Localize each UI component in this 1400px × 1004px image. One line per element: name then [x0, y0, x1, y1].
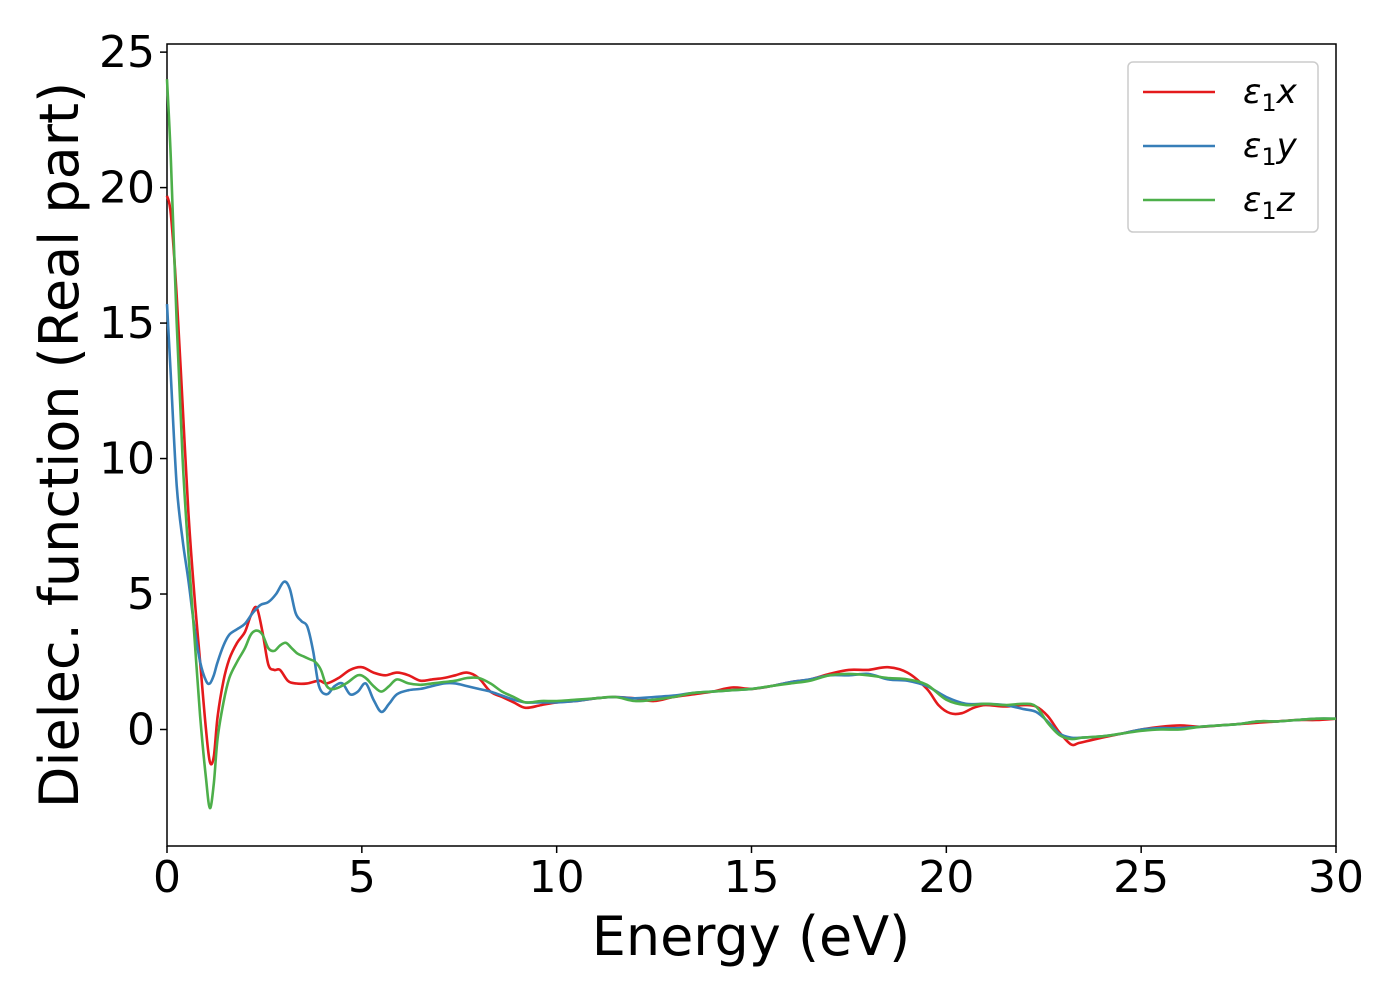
series-layer: [165, 79, 1337, 810]
x-tick-label: 10: [529, 852, 585, 903]
x-axis: 0 5 10 15 20 25 30: [153, 846, 1364, 903]
x-tick-label: 25: [1113, 852, 1169, 903]
y-tick-label: 25: [99, 27, 155, 78]
x-tick-label: 30: [1308, 852, 1364, 903]
x-tick-label: 15: [724, 852, 780, 903]
series-line-z: [165, 79, 1337, 810]
y-axis-title: Dielec. function (Real part): [28, 82, 91, 808]
y-tick-label: 0: [127, 704, 155, 755]
x-tick-label: 0: [153, 852, 181, 903]
legend-label-y: ε1y: [1243, 126, 1298, 171]
y-tick-label: 20: [99, 163, 155, 214]
y-tick-label: 5: [127, 569, 155, 620]
y-axis: 0 5 10 15 20 25: [99, 27, 167, 755]
y-tick-label: 15: [99, 298, 155, 349]
x-axis-title: Energy (eV): [592, 905, 911, 968]
legend: ε1x ε1y ε1z: [1127, 61, 1319, 233]
legend-box: [1127, 61, 1319, 233]
x-tick-label: 5: [348, 852, 376, 903]
legend-label-x: ε1x: [1243, 72, 1298, 117]
x-tick-label: 20: [918, 852, 974, 903]
series-line-x: [165, 195, 1337, 766]
series-line-y: [165, 304, 1337, 740]
legend-label-z: ε1z: [1243, 180, 1296, 225]
y-tick-label: 10: [99, 434, 155, 485]
